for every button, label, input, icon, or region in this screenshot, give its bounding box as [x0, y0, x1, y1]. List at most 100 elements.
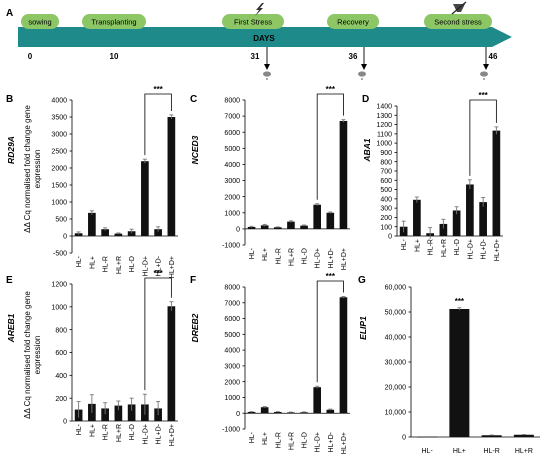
stage-label-first-stress: First Stress	[234, 18, 272, 27]
bar	[313, 204, 321, 229]
bar	[141, 161, 149, 236]
y-tick-label: 7000	[224, 114, 240, 121]
category-label: HL-R	[103, 424, 110, 440]
y-tick-label: 2000	[224, 194, 240, 201]
category-label: HL-R	[483, 448, 499, 455]
category-label: HL-	[249, 431, 256, 443]
y-tick-label: 400	[55, 373, 67, 380]
y-tick-label: 1200	[376, 122, 392, 129]
gene-label: ABA1	[362, 138, 372, 162]
bar	[452, 210, 461, 236]
panel-letter: D	[362, 94, 369, 105]
stage-label-second-stress: Second stress	[434, 18, 482, 27]
bar	[287, 412, 295, 414]
chart-panel-b: B RD29A -500 0 500 1000 1500 2000 2500 3000 3500 40…	[6, 85, 178, 278]
significance-bracket	[316, 280, 344, 383]
category-label: HL+D-	[156, 423, 163, 444]
category-label: HL-	[421, 448, 433, 455]
category-label: HL-	[76, 255, 83, 267]
bar	[439, 223, 448, 236]
y-tick-label: 100	[380, 224, 392, 231]
y-tick-label: 20,000	[385, 385, 407, 392]
panel-letter: E	[6, 275, 13, 286]
timeline-axis-label: DAYS	[253, 34, 275, 43]
bar	[513, 434, 534, 437]
y-tick-label: 3000	[224, 178, 240, 185]
y-tick-label: 30,000	[385, 360, 407, 367]
category-label: HL+D+	[169, 256, 176, 278]
stage-label-recovery: Recovery	[337, 18, 369, 27]
y-tick-label: 3000	[51, 132, 67, 139]
category-label: HL+D+	[169, 424, 176, 446]
significance-label: ***	[153, 269, 163, 278]
bar	[326, 409, 335, 414]
y-tick-label: 200	[380, 215, 392, 222]
sample-icon	[358, 71, 366, 77]
lightning-icon	[255, 3, 264, 16]
category-label: HL+	[262, 432, 269, 445]
bar	[492, 130, 501, 236]
gene-label: DREB2	[190, 313, 200, 342]
bar	[260, 225, 269, 229]
category-label: HL+D-	[156, 255, 163, 276]
gene-label: RD29A	[6, 136, 16, 164]
bar	[287, 221, 295, 229]
category-label: HL+	[414, 239, 421, 252]
y-tick-label: 7000	[224, 300, 240, 307]
y-tick-label: -1000	[222, 427, 240, 434]
chart-panel-e: E AREB1 0 200 400 600 800 1000 1200 HL- HL+ HL-R HL+…	[6, 269, 178, 446]
y-tick-label: 0	[63, 234, 67, 241]
significance-bracket	[144, 93, 172, 156]
y-tick-label: 6000	[224, 130, 240, 137]
significance-label: ***	[478, 91, 488, 100]
y-tick-label: 1000	[224, 395, 240, 402]
bar	[247, 411, 256, 414]
panel-letter: F	[190, 275, 196, 286]
day-label-31: 31	[251, 52, 260, 61]
gene-label: AREB1	[6, 313, 16, 343]
chart-panel-g: G ELIP1 0 10,000 20,000 30,000 40,000 50,000 60,…	[358, 275, 540, 455]
significance-label: ***	[326, 85, 336, 94]
y-tick-label: 1000	[224, 210, 240, 217]
chart-panel-d: D ABA1 0 100 200 300 400 500 600 700 800 900 1000 110…	[362, 91, 503, 261]
y-tick-label: 1500	[51, 183, 67, 190]
category-label: HL-D+	[315, 432, 322, 452]
y-tick-label: 0	[63, 419, 67, 426]
y-tick-label: 60,000	[385, 285, 407, 292]
panel-letter: G	[358, 275, 366, 286]
day-label-46: 46	[489, 52, 498, 61]
sampling-arrow-36	[358, 47, 367, 80]
bar	[154, 229, 162, 236]
category-label: HL+R	[288, 248, 295, 266]
y-tick-label: 0	[402, 435, 406, 442]
y-tick-label: 800	[380, 159, 392, 166]
bar	[167, 117, 176, 236]
y-tick-label: 1000	[51, 304, 67, 311]
category-label: HL+D+	[494, 239, 501, 261]
bar	[413, 199, 421, 236]
stage-pill-recovery	[327, 14, 379, 29]
y-axis-title-line1-top: ΔΔ Cq normalised fold change gene	[23, 105, 32, 233]
significance-bracket	[316, 93, 344, 200]
y-tick-label: 700	[380, 169, 392, 176]
bar-charts: BRD29A-500050010001500200025003000350040…	[6, 85, 540, 455]
y-tick-label: 1000	[51, 200, 67, 207]
bar	[260, 407, 269, 414]
sampling-arrow-46	[480, 47, 489, 80]
bar	[300, 225, 308, 229]
y-tick-label: -500	[53, 251, 67, 258]
bar	[101, 229, 109, 236]
bar	[274, 227, 282, 229]
y-tick-label: 10,000	[385, 410, 407, 417]
bar	[481, 435, 502, 437]
y-tick-label: 1000	[376, 141, 392, 148]
y-tick-label: 500	[55, 217, 67, 224]
stage-label-sowing: sowing	[28, 18, 51, 27]
shade-icon	[451, 1, 467, 15]
stage-pill-second-stress	[424, 14, 492, 29]
bar	[449, 309, 470, 437]
y-tick-label: 2000	[51, 166, 67, 173]
bar	[114, 405, 123, 421]
category-label: HL-D+	[142, 424, 149, 444]
bar	[127, 404, 136, 421]
